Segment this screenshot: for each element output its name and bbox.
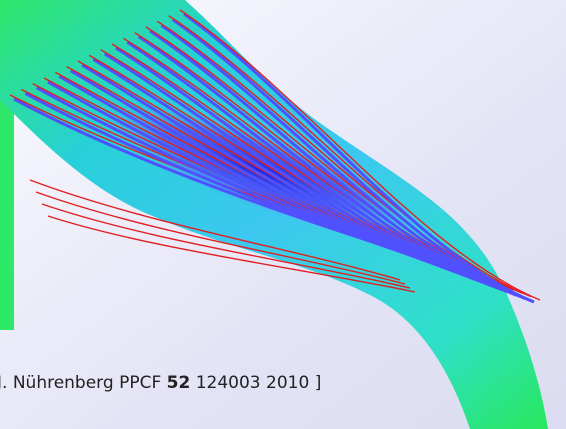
red-field-line (47, 215, 416, 293)
red-field-line (41, 203, 411, 289)
blue-field-line (171, 18, 526, 301)
blue-field-line (103, 52, 474, 281)
red-field-line (35, 191, 406, 285)
blue-field-line (137, 35, 500, 291)
blue-field-line (183, 12, 535, 304)
red-field-line (168, 15, 532, 298)
page: 124003 (195, 373, 261, 393)
blue-field-line (115, 46, 483, 284)
red-field-line (29, 179, 401, 281)
year: 2010 (266, 373, 310, 393)
citation: J. Nührenberg PPCF 52 124003 2010 ] (0, 373, 321, 393)
bracket: ] (314, 373, 322, 393)
field-lines (9, 9, 541, 304)
journal: PPCF (119, 373, 162, 393)
authors: J. Nührenberg (0, 373, 114, 393)
red-field-line (179, 9, 541, 301)
volume: 52 (166, 373, 191, 393)
blue-field-line (126, 41, 492, 287)
blue-field-line (149, 29, 509, 294)
blue-field-line (160, 24, 518, 297)
